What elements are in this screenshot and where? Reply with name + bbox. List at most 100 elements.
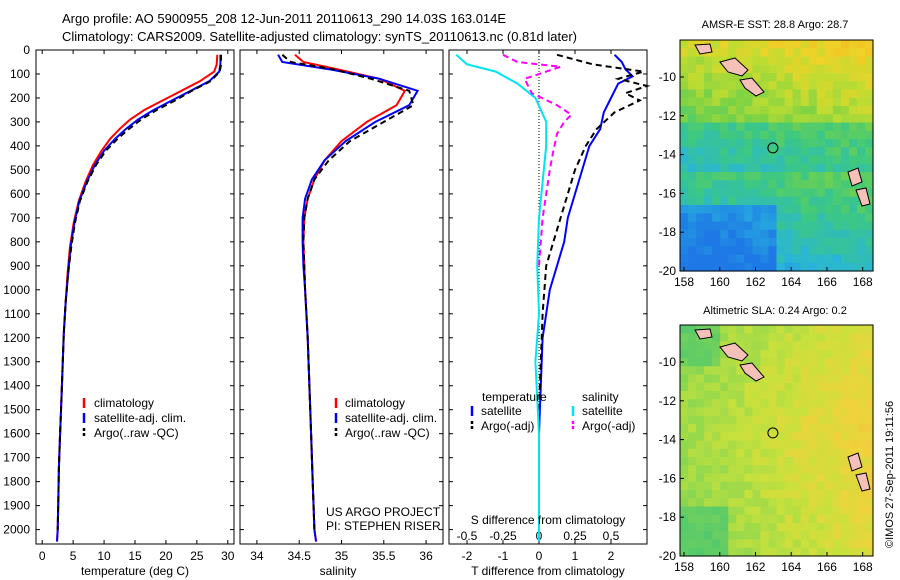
- map-cell: [736, 48, 745, 58]
- map-cell: [760, 531, 770, 541]
- map-cell: [784, 97, 794, 107]
- map-cell: [752, 382, 762, 392]
- map-cell: [776, 539, 786, 549]
- map-cell: [824, 539, 834, 549]
- map-cell: [808, 490, 818, 499]
- map-cell: [752, 531, 762, 541]
- map-cell: [856, 56, 866, 66]
- map-cell: [864, 473, 874, 483]
- map-cell: [848, 366, 858, 376]
- map-cell: [720, 514, 729, 524]
- map-cell: [760, 547, 770, 557]
- map-cell: [816, 254, 826, 264]
- map-cell: [848, 147, 858, 157]
- map-cell: [848, 333, 858, 343]
- map-cell: [760, 424, 770, 433]
- s-tick-label: -0.5: [457, 529, 478, 543]
- map-cell: [848, 246, 858, 256]
- map-cell: [696, 341, 705, 351]
- map-cell: [744, 114, 753, 124]
- map-cell: [800, 490, 810, 499]
- salinity-panel: 34 34.5 35 35.5 36 salinity climatology sate…: [239, 49, 444, 578]
- island: [719, 342, 749, 362]
- map-cell: [864, 97, 874, 107]
- map-cell: [864, 180, 874, 190]
- map-cell: [816, 374, 826, 384]
- map-cell: [752, 325, 762, 334]
- map-cell: [752, 506, 762, 516]
- map-cell: [688, 196, 697, 206]
- map-cell: [856, 172, 866, 181]
- map-cell: [856, 155, 866, 165]
- map-cell: [696, 481, 705, 491]
- map-cell: [712, 366, 721, 376]
- map-cell: [736, 188, 745, 198]
- map-cell: [760, 147, 770, 157]
- map-cell: [808, 97, 818, 107]
- map-cell: [776, 523, 786, 532]
- map-cell: [760, 498, 770, 508]
- map-cell: [688, 490, 697, 499]
- map-cell: [760, 440, 770, 450]
- map-cell: [832, 457, 842, 466]
- map-cell: [688, 448, 697, 458]
- map-cell: [680, 246, 689, 256]
- map-cell: [728, 448, 737, 458]
- map-cell: [800, 415, 810, 425]
- map-cell: [856, 262, 866, 272]
- map-cell: [720, 539, 729, 549]
- map-cell: [720, 374, 729, 384]
- map-cell: [800, 325, 810, 334]
- map-cell: [688, 415, 697, 425]
- map-cell: [808, 382, 818, 392]
- map-cell: [752, 188, 762, 198]
- map-cell: [728, 221, 737, 231]
- map-cell: [864, 89, 874, 99]
- map-cell: [840, 64, 850, 74]
- map-cell: [744, 196, 753, 206]
- map-lat-label: -16: [659, 186, 677, 200]
- map-cell: [768, 440, 778, 450]
- map-cell: [744, 349, 753, 359]
- map-cell: [824, 457, 834, 466]
- map-cell: [784, 424, 794, 433]
- map-cell: [792, 205, 802, 214]
- depth-tick-label: 1400: [3, 379, 30, 393]
- map-cell: [856, 180, 866, 190]
- map-cell: [744, 64, 753, 74]
- map-cell: [736, 238, 745, 247]
- map-cell: [680, 163, 689, 173]
- map-cell: [864, 465, 874, 475]
- map-cell: [816, 81, 826, 91]
- map-lon-label: 168: [853, 275, 873, 289]
- s-tick-label: 0.25: [563, 529, 587, 543]
- map-cell: [800, 432, 810, 442]
- map-cell: [768, 407, 778, 417]
- map-cell: [752, 40, 762, 49]
- map-cell: [736, 325, 745, 334]
- map-cell: [784, 114, 794, 124]
- map-cell: [752, 196, 762, 206]
- salinity-depth-ticks: [240, 49, 443, 531]
- map-lon-label: 158: [674, 275, 694, 289]
- map-cell: [824, 246, 834, 256]
- map-cell: [792, 262, 802, 272]
- map-cell: [848, 196, 858, 206]
- map-cell: [792, 523, 802, 532]
- map-cell: [848, 415, 858, 425]
- map-cell: [768, 155, 778, 165]
- map-cell: [832, 481, 842, 491]
- map-cell: [720, 407, 729, 417]
- map-cell: [688, 341, 697, 351]
- map-cell: [840, 440, 850, 450]
- map-cell: [848, 40, 858, 49]
- x-tick-label: 2: [608, 549, 615, 563]
- map-cell: [792, 432, 802, 442]
- map-cell: [792, 490, 802, 499]
- map-cell: [720, 254, 729, 264]
- map-cell: [864, 457, 874, 466]
- map-cell: [720, 246, 729, 256]
- map-cell: [760, 130, 770, 140]
- map-cell: [680, 213, 689, 223]
- map-cell: [768, 56, 778, 66]
